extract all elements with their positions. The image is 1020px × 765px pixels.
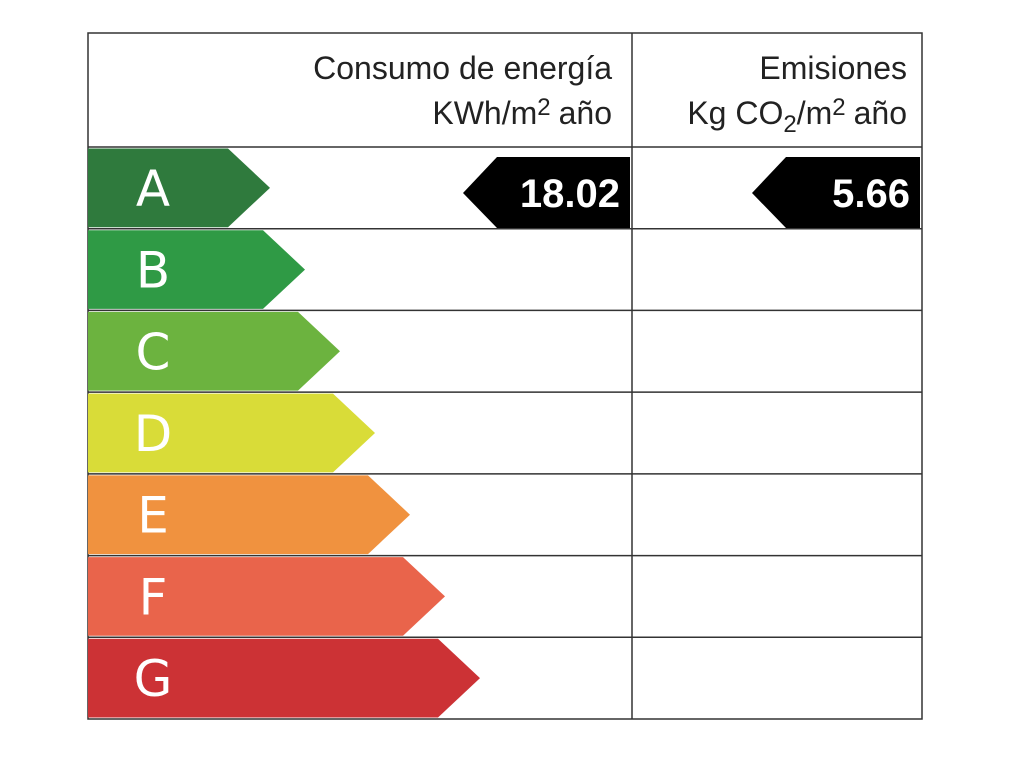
rating-letter: C <box>136 323 171 381</box>
rating-arrow <box>88 230 305 309</box>
emissions-rating-arrow <box>752 157 920 228</box>
unit-part: año <box>854 95 907 131</box>
energy-rating-value: 18.02 <box>520 172 620 216</box>
rating-letter: D <box>134 405 173 463</box>
energy-title: Consumo de energía <box>313 50 612 86</box>
unit-part: Kg CO <box>687 95 783 131</box>
rating-arrow <box>88 475 410 555</box>
unit-superscript: 2 <box>832 94 845 121</box>
rating-letter: A <box>136 160 170 218</box>
emissions-title: Emisiones <box>759 50 907 86</box>
rating-arrow <box>88 393 375 473</box>
table-grid <box>87 32 923 720</box>
energy-rating-arrow <box>463 157 630 228</box>
rating-letter: G <box>134 650 173 708</box>
unit-superscript: 2 <box>537 94 550 121</box>
rating-letter: B <box>136 242 170 300</box>
unit-subscript: 2 <box>783 111 796 138</box>
rating-arrow <box>88 557 445 636</box>
rating-letter: F <box>139 568 168 626</box>
unit-part: KWh/m <box>432 95 537 131</box>
emissions-rating-value: 5.66 <box>832 172 910 216</box>
rating-letter: E <box>137 487 169 545</box>
unit-part: /m <box>797 95 833 131</box>
energy-unit: KWh/m2 año <box>432 94 612 131</box>
rating-arrow <box>88 148 270 228</box>
rating-arrow <box>88 638 480 718</box>
emissions-unit: Kg CO2/m2 año <box>687 94 907 138</box>
unit-part: año <box>559 95 612 131</box>
rating-arrow <box>88 311 340 391</box>
